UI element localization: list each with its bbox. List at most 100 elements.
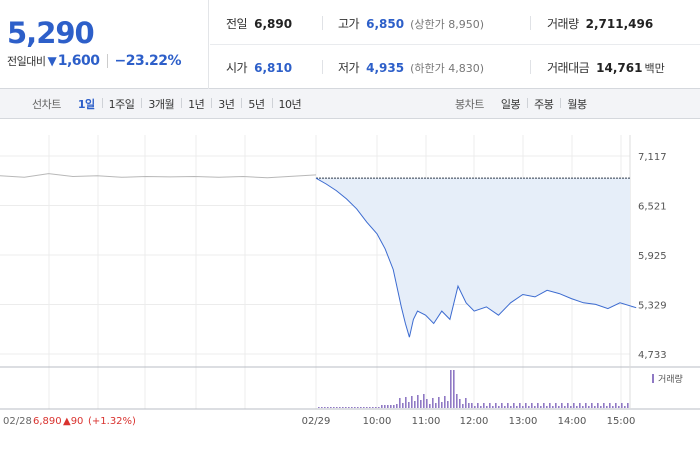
volume-bar xyxy=(627,403,629,408)
volume-bar xyxy=(420,400,422,408)
x-tick-label: 12:00 xyxy=(460,416,489,427)
stat-divider xyxy=(322,60,323,74)
volume-bar xyxy=(483,403,485,408)
prev-day-pct: (+1.32%) xyxy=(88,416,136,427)
tab-5-year[interactable]: 5년 xyxy=(241,96,271,112)
tab-monthly-candle[interactable]: 월봉 xyxy=(560,96,593,112)
low-stat: 저가 4,935 (하한가 4,830) xyxy=(338,59,484,76)
volume-bar xyxy=(387,405,389,408)
volume-bar xyxy=(588,406,590,408)
volume-bar xyxy=(417,395,419,408)
x-tick-label: 11:00 xyxy=(412,416,441,427)
x-tick-label: 02/29 xyxy=(302,416,331,427)
prev-close-label: 전일 xyxy=(226,17,248,31)
volume-bar xyxy=(405,397,407,408)
today-price-line xyxy=(315,177,637,338)
volume-bar xyxy=(549,403,551,408)
volume-stat: 거래량 2,711,496 xyxy=(547,15,653,32)
stat-divider xyxy=(322,16,323,30)
x-axis-ticks: 02/29 10:00 11:00 12:00 13:00 14:00 15:00 xyxy=(302,416,636,427)
volume-bar xyxy=(339,407,341,408)
volume-bar xyxy=(438,397,440,408)
volume-bar xyxy=(375,407,377,408)
volume-bar xyxy=(579,403,581,408)
prev-close-value: 6,890 xyxy=(254,17,293,31)
volume-bar xyxy=(471,403,473,408)
volume-bar xyxy=(597,403,599,408)
volume-bar xyxy=(441,402,443,408)
volume-bar xyxy=(561,403,563,408)
x-tick-label: 14:00 xyxy=(558,416,587,427)
volume-bar xyxy=(381,405,383,408)
change-divider xyxy=(106,54,108,68)
volume-bar xyxy=(408,402,410,408)
volume-bar xyxy=(390,405,392,408)
volume-bar xyxy=(429,404,431,408)
tab-1-year[interactable]: 1년 xyxy=(181,96,211,112)
open-label: 시가 xyxy=(226,61,248,75)
volume-bar xyxy=(570,406,572,408)
high-stat: 고가 6,850 (상한가 8,950) xyxy=(338,15,484,32)
open-value: 6,810 xyxy=(254,61,293,75)
volume-bar xyxy=(462,404,464,408)
change-label: 전일대비 xyxy=(7,55,46,68)
prev-day-summary: 02/28 6,890 ▲90 (+1.32%) xyxy=(3,416,136,427)
volume-bar xyxy=(528,406,530,408)
volume-bar xyxy=(360,407,362,408)
volume-bar xyxy=(393,405,395,408)
volume-bar xyxy=(621,403,623,408)
volume-bar xyxy=(495,403,497,408)
tab-weekly-candle[interactable]: 주봉 xyxy=(527,96,560,112)
volume-bar xyxy=(363,407,365,408)
candle-chart-label: 봉차트 xyxy=(455,98,484,111)
volume-bar xyxy=(594,406,596,408)
volume-bar xyxy=(378,407,380,408)
amount-stat: 거래대금 14,761 백만 xyxy=(547,59,665,76)
volume-bar xyxy=(432,398,434,408)
tab-3-month[interactable]: 3개월 xyxy=(141,96,181,112)
volume-bar xyxy=(351,407,353,408)
volume-bar xyxy=(357,407,359,408)
stat-divider xyxy=(530,60,531,74)
volume-bar xyxy=(576,406,578,408)
price-change-row: 전일대비 ▼ 1,600 −23.22% xyxy=(7,53,182,69)
amount-label: 거래대금 xyxy=(547,61,590,75)
volume-bar xyxy=(450,370,452,408)
prev-day-price-line xyxy=(0,173,317,179)
y-tick-label: 6,521 xyxy=(638,202,667,213)
open-stat: 시가 6,810 xyxy=(226,59,292,76)
volume-bar xyxy=(465,398,467,408)
volume-bar xyxy=(612,406,614,408)
volume-bar xyxy=(453,370,455,408)
stat-divider xyxy=(530,16,531,30)
amount-value: 14,761 xyxy=(596,61,643,75)
tab-daily-candle[interactable]: 일봉 xyxy=(500,98,521,111)
volume-bar xyxy=(534,406,536,408)
tab-3-year[interactable]: 3년 xyxy=(211,96,241,112)
volume-bar xyxy=(399,398,401,408)
chart-period-tabs: 선차트 1일 1주일 3개월 1년 3년 5년 10년 봉차트 일봉 주봉 월봉 xyxy=(0,89,700,119)
volume-bar xyxy=(537,403,539,408)
current-price-box: 5,290 전일대비 ▼ 1,600 −23.22% xyxy=(0,0,209,89)
prev-close-stat: 전일 6,890 xyxy=(226,15,292,32)
y-axis-ticks: 7,117 6,521 5,925 5,329 4,733 xyxy=(638,152,667,361)
volume-bar xyxy=(555,403,557,408)
volume-bar xyxy=(585,403,587,408)
change-value: 1,600 xyxy=(57,53,100,69)
volume-bar xyxy=(507,403,509,408)
volume-bar xyxy=(402,403,404,408)
tab-1-week[interactable]: 1주일 xyxy=(101,96,142,112)
volume-bar xyxy=(519,403,521,408)
down-arrow-icon: ▼ xyxy=(47,54,57,68)
volume-bar xyxy=(522,406,524,408)
volume-legend-label: 거래량 xyxy=(658,373,683,385)
volume-bar xyxy=(477,403,479,408)
high-value: 6,850 xyxy=(366,17,405,31)
tab-10-year[interactable]: 10년 xyxy=(271,96,309,112)
prev-day-close: 6,890 xyxy=(33,416,62,427)
tab-1-day[interactable]: 1일 xyxy=(77,98,95,111)
volume-bar xyxy=(564,406,566,408)
volume-value: 2,711,496 xyxy=(585,17,654,31)
intraday-price-chart[interactable]: 7,117 6,521 5,925 5,329 4,733 02/29 10:00 11:0… xyxy=(0,119,700,450)
volume-bar xyxy=(591,403,593,408)
